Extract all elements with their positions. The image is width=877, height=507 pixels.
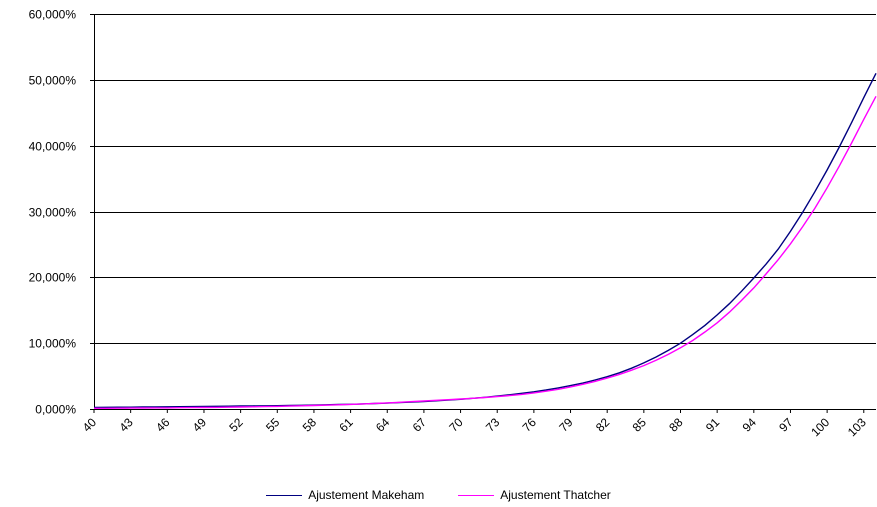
y-tick-label: 10,000% (29, 337, 77, 351)
x-tick-label: 67 (410, 415, 430, 435)
x-tick-label: 79 (556, 415, 576, 435)
y-tick-label: 50,000% (29, 74, 77, 88)
x-tick-label: 49 (190, 415, 210, 435)
x-tick-label: 40 (80, 415, 100, 435)
x-tick-label: 61 (336, 415, 356, 435)
x-tick-label: 88 (666, 415, 686, 435)
y-tick-label: 30,000% (29, 206, 77, 220)
y-axis-tick-labels: 0,000% 10,000% 20,000% 30,000% 40,000% 50,000… (29, 8, 77, 417)
x-tick-label: 52 (226, 415, 246, 435)
y-tick-label: 20,000% (29, 271, 77, 285)
x-tick-label: 55 (263, 415, 283, 435)
legend-label-series-1: Ajustement Thatcher (500, 488, 611, 502)
x-tick-label: 64 (373, 415, 393, 435)
x-tick-label: 100 (808, 415, 832, 439)
y-tick-label: 0,000% (35, 403, 76, 417)
x-tick-label: 97 (776, 415, 796, 435)
x-axis-tick-labels: 40 43 46 49 52 55 58 61 64 67 70 73 76 79 82 85 88 91 94 97… (80, 415, 869, 439)
series-line-1 (94, 95, 877, 409)
axes (93, 14, 876, 413)
x-tick-label: 73 (483, 415, 503, 435)
x-tick-label: 91 (703, 415, 723, 435)
legend-item-series-0: Ajustement Makeham (266, 488, 424, 502)
x-tick-label: 82 (593, 415, 613, 435)
x-tick-label: 58 (300, 415, 320, 435)
gridlines (90, 14, 876, 410)
legend-swatch-series-0 (266, 494, 303, 496)
legend: Ajustement Makeham Ajustement Thatcher (0, 485, 877, 505)
y-tick-label: 40,000% (29, 140, 77, 154)
x-tick-label: 94 (740, 415, 760, 435)
series-line-0 (93, 72, 877, 409)
legend-label-series-0: Ajustement Makeham (308, 488, 425, 502)
x-tick-label: 76 (520, 415, 540, 435)
y-tick-label: 60,000% (29, 8, 77, 22)
x-tick-label: 85 (630, 415, 650, 435)
x-tick-label: 43 (116, 415, 136, 435)
x-tick-label: 46 (153, 415, 173, 435)
x-tick-label: 103 (845, 415, 869, 439)
series-lines (93, 72, 877, 409)
x-tick-label: 70 (446, 415, 466, 435)
legend-item-series-1: Ajustement Thatcher (458, 488, 611, 502)
legend-swatch-series-1 (458, 494, 495, 496)
